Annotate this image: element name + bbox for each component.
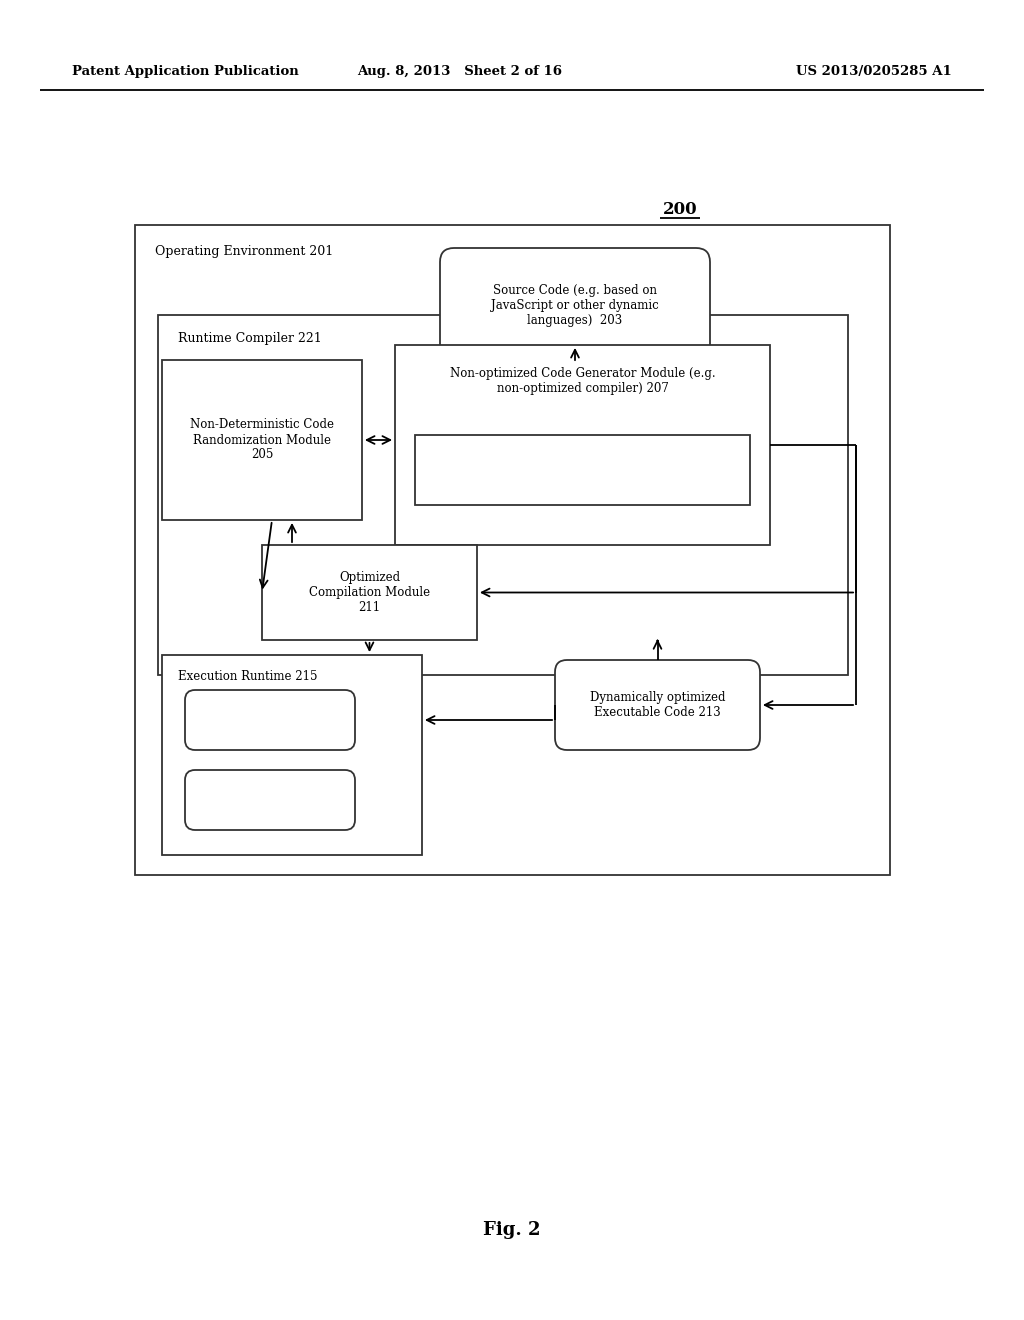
Text: US 2013/0205285 A1: US 2013/0205285 A1 <box>797 66 952 78</box>
Text: 200: 200 <box>663 202 697 219</box>
FancyBboxPatch shape <box>440 248 710 363</box>
Text: Non-Deterministic Code
Randomization Module
205: Non-Deterministic Code Randomization Mod… <box>190 418 334 462</box>
Text: Operating Environment 201: Operating Environment 201 <box>155 246 333 257</box>
FancyBboxPatch shape <box>185 770 355 830</box>
Text: Patent Application Publication: Patent Application Publication <box>72 66 299 78</box>
Text: Source Profiling Module 209: Source Profiling Module 209 <box>497 463 669 477</box>
Bar <box>415 436 750 506</box>
Text: Optimized
Compilation Module
211: Optimized Compilation Module 211 <box>309 572 430 614</box>
Bar <box>162 360 362 520</box>
Text: Non-optimized Code Generator Module (e.g.
non-optimized compiler) 207: Non-optimized Code Generator Module (e.g… <box>450 367 716 395</box>
Text: Execution Runtime 215: Execution Runtime 215 <box>178 671 317 682</box>
Bar <box>135 224 890 875</box>
Text: Source Code (e.g. based on
JavaScript or other dynamic
languages)  203: Source Code (e.g. based on JavaScript or… <box>492 284 658 327</box>
Text: Tracer Graph
219: Tracer Graph 219 <box>229 785 310 814</box>
Text: Fig. 2: Fig. 2 <box>483 1221 541 1239</box>
FancyBboxPatch shape <box>185 690 355 750</box>
Bar <box>162 655 422 855</box>
Bar <box>395 345 770 545</box>
Text: Runtime Compiler 221: Runtime Compiler 221 <box>178 333 322 345</box>
FancyBboxPatch shape <box>555 660 760 750</box>
Text: Dynamically optimized
Executable Code 213: Dynamically optimized Executable Code 21… <box>590 690 725 719</box>
Bar <box>158 315 848 675</box>
Text: Runtime State
217: Runtime State 217 <box>227 706 312 734</box>
Text: Aug. 8, 2013   Sheet 2 of 16: Aug. 8, 2013 Sheet 2 of 16 <box>357 66 562 78</box>
Bar <box>262 545 477 640</box>
